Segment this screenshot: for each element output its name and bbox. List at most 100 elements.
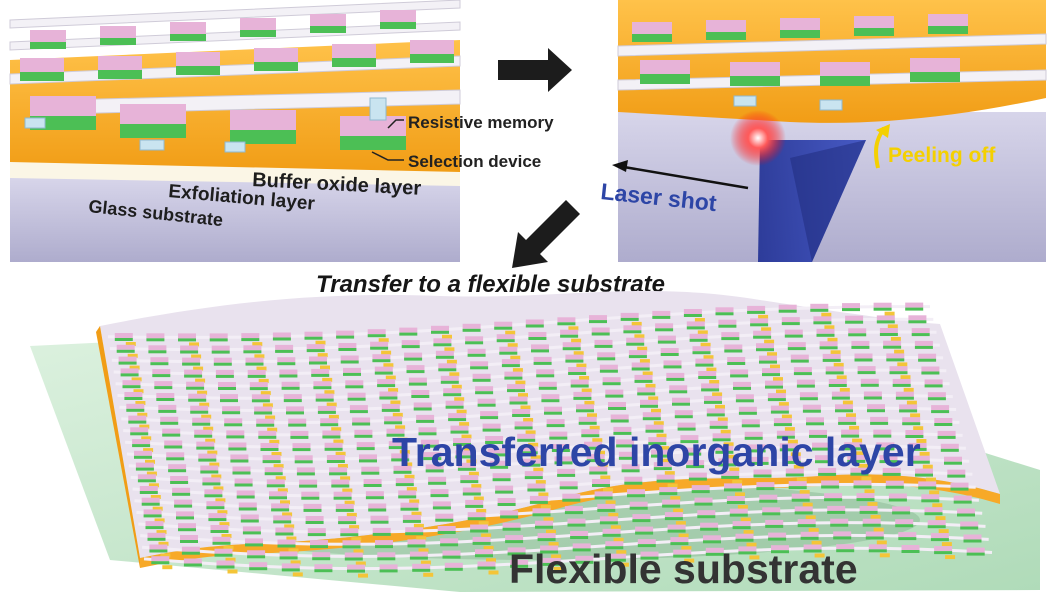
- array-cell-selector: [889, 371, 908, 375]
- array-cell-electrode: [729, 467, 740, 472]
- array-cell-selector: [554, 461, 573, 465]
- array-cell-memory: [388, 441, 407, 447]
- array-cell-selector: [620, 317, 639, 321]
- array-cell-selector: [174, 504, 193, 508]
- array-cell-selector: [529, 500, 548, 504]
- array-cell-electrode: [351, 537, 362, 542]
- array-cell-memory: [377, 379, 396, 385]
- array-cell-selector: [462, 328, 481, 332]
- array-cell-selector: [627, 494, 645, 498]
- array-cell-selector: [660, 353, 679, 356]
- array-cell-electrode: [328, 414, 339, 419]
- array-cell-selector: [413, 407, 432, 411]
- array-cell-electrode: [340, 476, 351, 481]
- array-cell-selector: [921, 499, 940, 503]
- array-cell-electrode: [849, 425, 860, 430]
- array-cell-memory: [715, 307, 734, 313]
- array-cell-electrode: [143, 448, 154, 453]
- array-cell-electrode: [335, 451, 346, 456]
- array-cell-memory: [160, 416, 179, 422]
- panel-top-right: Peeling off Laser shot: [599, 0, 1047, 262]
- array-cell-electrode: [141, 436, 152, 441]
- array-cell-memory: [648, 437, 667, 443]
- array-cell-selector: [809, 434, 827, 438]
- array-cell-selector: [565, 359, 584, 363]
- array-cell-electrode: [273, 464, 284, 469]
- array-cell-memory: [310, 540, 328, 546]
- array-cell-selector: [281, 568, 300, 572]
- array-cell-selector: [365, 496, 384, 500]
- array-cell-electrode: [884, 311, 895, 316]
- array-cell-memory: [232, 466, 251, 472]
- array-cell-electrode: [802, 502, 813, 507]
- array-cell-selector: [162, 433, 181, 437]
- array-cell-selector: [462, 492, 481, 496]
- array-cell-memory: [924, 507, 943, 513]
- array-cell-selector: [411, 395, 430, 398]
- array-cell-selector: [294, 460, 313, 464]
- array-cell-selector: [428, 481, 447, 485]
- array-cell-selector: [856, 498, 875, 502]
- array-cell-memory: [664, 512, 683, 518]
- array-cell-memory: [249, 562, 268, 568]
- array-cell-selector: [477, 566, 496, 570]
- array-cell-selector: [401, 345, 420, 349]
- array-cell-memory: [607, 553, 626, 559]
- array-cell-memory: [272, 332, 291, 338]
- array-cell-memory: [616, 439, 635, 445]
- array-cell-memory: [236, 490, 255, 496]
- array-cell-memory: [437, 526, 456, 531]
- array-cell-selector: [937, 435, 956, 439]
- array-cell-memory: [407, 539, 426, 545]
- array-cell-memory: [156, 393, 175, 398]
- array-cell-electrode: [344, 500, 355, 505]
- array-cell-electrode: [127, 353, 138, 358]
- array-cell-selector: [435, 355, 454, 359]
- array-cell-electrode: [855, 451, 866, 456]
- array-cell-electrode: [346, 512, 357, 517]
- array-cell-selector: [759, 360, 777, 364]
- array-cell-memory: [940, 443, 959, 449]
- array-cell-electrode: [520, 405, 531, 410]
- array-cell-memory: [557, 317, 576, 323]
- array-cell-memory: [311, 368, 330, 374]
- array-cell-selector: [514, 426, 533, 430]
- array-cell-electrode: [667, 483, 678, 488]
- array-cell-memory: [797, 519, 816, 525]
- array-cell-selector: [183, 563, 202, 567]
- array-cell-selector: [356, 447, 375, 451]
- array-cell-electrode: [466, 459, 477, 464]
- array-cell-electrode: [459, 422, 470, 427]
- array-cell-memory: [686, 460, 705, 466]
- array-cell-memory: [428, 476, 447, 482]
- array-cell-memory: [635, 526, 654, 532]
- array-cell-selector: [879, 333, 898, 336]
- array-cell-selector: [635, 531, 654, 535]
- array-cell-electrode: [631, 321, 642, 326]
- array-cell-memory: [640, 399, 658, 405]
- array-cell-selector: [467, 353, 486, 357]
- array-cell-selector: [232, 471, 251, 475]
- array-cell-selector: [885, 485, 904, 489]
- array-cell-selector: [363, 484, 382, 487]
- array-cell-memory: [756, 343, 774, 349]
- array-cell-memory: [148, 345, 167, 351]
- array-cell-electrode: [651, 408, 661, 413]
- array-cell-electrode: [267, 427, 278, 432]
- array-cell-electrode: [451, 384, 462, 389]
- array-cell-electrode: [653, 421, 664, 426]
- array-cell-selector: [370, 520, 389, 524]
- array-cell-selector: [465, 341, 484, 345]
- array-cell-selector: [532, 513, 551, 517]
- array-cell-selector: [343, 372, 361, 376]
- array-cell-selector: [892, 383, 911, 387]
- array-cell-memory: [836, 544, 855, 550]
- label-flexible-substrate: Flexible substrate: [509, 546, 858, 592]
- array-cell-memory: [677, 422, 696, 428]
- array-cell-memory: [472, 536, 491, 542]
- array-cell-electrode: [814, 553, 825, 558]
- array-cell-selector: [342, 545, 361, 549]
- array-cell-selector: [735, 538, 754, 542]
- array-cell-electrode: [608, 512, 619, 517]
- array-cell-electrode: [160, 553, 171, 558]
